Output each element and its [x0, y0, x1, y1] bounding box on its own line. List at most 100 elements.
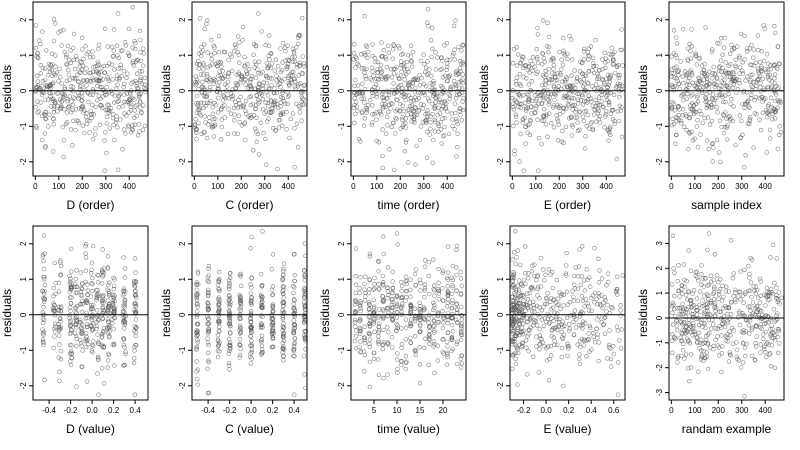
- data-point: [73, 305, 79, 311]
- data-point: [451, 51, 456, 56]
- data-point: [117, 117, 123, 122]
- data-point: [222, 49, 228, 55]
- data-point: [719, 79, 724, 84]
- data-point: [738, 365, 744, 370]
- data-point: [411, 77, 416, 83]
- data-point: [511, 283, 516, 288]
- data-point: [52, 326, 57, 331]
- data-point: [212, 50, 217, 56]
- points-E-value: [510, 229, 625, 397]
- data-point: [353, 282, 359, 287]
- data-point: [358, 308, 363, 314]
- data-point: [302, 333, 307, 338]
- data-point: [262, 111, 267, 116]
- data-point: [714, 75, 720, 80]
- data-point: [586, 46, 591, 51]
- data-point: [714, 273, 720, 278]
- data-point: [389, 75, 395, 80]
- data-point: [408, 59, 414, 64]
- data-point: [686, 305, 691, 310]
- data-point: [40, 288, 45, 294]
- data-point: [259, 305, 264, 310]
- data-point: [369, 65, 375, 70]
- data-point: [361, 123, 367, 128]
- data-point: [251, 52, 256, 57]
- data-point: [258, 120, 264, 126]
- data-point: [612, 118, 617, 124]
- data-point: [689, 27, 694, 32]
- data-point: [414, 112, 420, 118]
- data-point: [697, 56, 703, 61]
- data-point: [291, 284, 296, 289]
- data-point: [363, 105, 368, 111]
- data-point: [582, 109, 587, 114]
- data-point: [726, 359, 732, 364]
- data-point: [778, 130, 784, 135]
- data-point: [770, 242, 776, 248]
- data-point: [41, 258, 46, 264]
- data-point: [581, 343, 586, 348]
- x-tick-label: 100: [52, 182, 66, 191]
- data-point: [376, 341, 381, 347]
- data-point: [398, 305, 404, 311]
- data-point: [385, 325, 390, 330]
- data-point: [753, 344, 759, 349]
- data-point: [620, 63, 625, 68]
- x-tick-label: 0.4: [289, 406, 301, 415]
- data-point: [272, 101, 277, 106]
- data-point: [564, 76, 570, 81]
- data-point: [766, 290, 772, 295]
- data-point: [737, 322, 743, 328]
- data-point: [676, 263, 681, 268]
- data-point: [546, 378, 552, 383]
- data-point: [754, 334, 759, 339]
- data-point: [220, 98, 226, 103]
- data-point: [406, 82, 411, 88]
- data-point: [232, 42, 238, 47]
- data-point: [772, 98, 778, 104]
- data-point: [431, 91, 437, 96]
- data-point: [291, 344, 297, 349]
- data-point: [204, 71, 210, 77]
- data-point: [453, 317, 459, 323]
- data-point: [417, 138, 422, 143]
- data-point: [594, 63, 599, 69]
- data-point: [233, 103, 239, 108]
- data-point: [58, 304, 64, 309]
- data-point: [555, 116, 560, 122]
- data-point: [372, 329, 377, 334]
- data-point: [588, 121, 593, 126]
- data-point: [554, 327, 560, 333]
- data-point: [96, 339, 101, 345]
- data-point: [408, 277, 413, 282]
- data-point: [399, 345, 404, 351]
- data-point: [573, 115, 578, 120]
- data-point: [370, 112, 375, 117]
- data-point: [698, 132, 703, 137]
- data-point: [206, 279, 212, 285]
- data-point: [94, 89, 99, 95]
- data-point: [269, 83, 274, 88]
- data-point: [226, 351, 232, 356]
- data-point: [687, 379, 692, 384]
- data-point: [600, 305, 605, 311]
- data-point: [89, 260, 95, 266]
- data-point: [80, 281, 85, 287]
- data-point: [40, 331, 46, 336]
- data-point: [559, 329, 564, 335]
- data-point: [534, 46, 539, 52]
- data-point: [609, 45, 614, 51]
- data-point: [126, 51, 131, 56]
- data-point: [753, 95, 758, 100]
- data-point: [280, 60, 285, 65]
- data-point: [386, 109, 391, 115]
- data-point: [206, 293, 211, 299]
- data-point: [195, 79, 200, 85]
- data-point: [541, 267, 546, 272]
- data-point: [568, 83, 573, 89]
- data-point: [111, 296, 117, 301]
- data-point: [115, 167, 121, 173]
- data-point: [678, 120, 684, 126]
- data-point: [238, 94, 243, 100]
- data-point: [540, 82, 545, 88]
